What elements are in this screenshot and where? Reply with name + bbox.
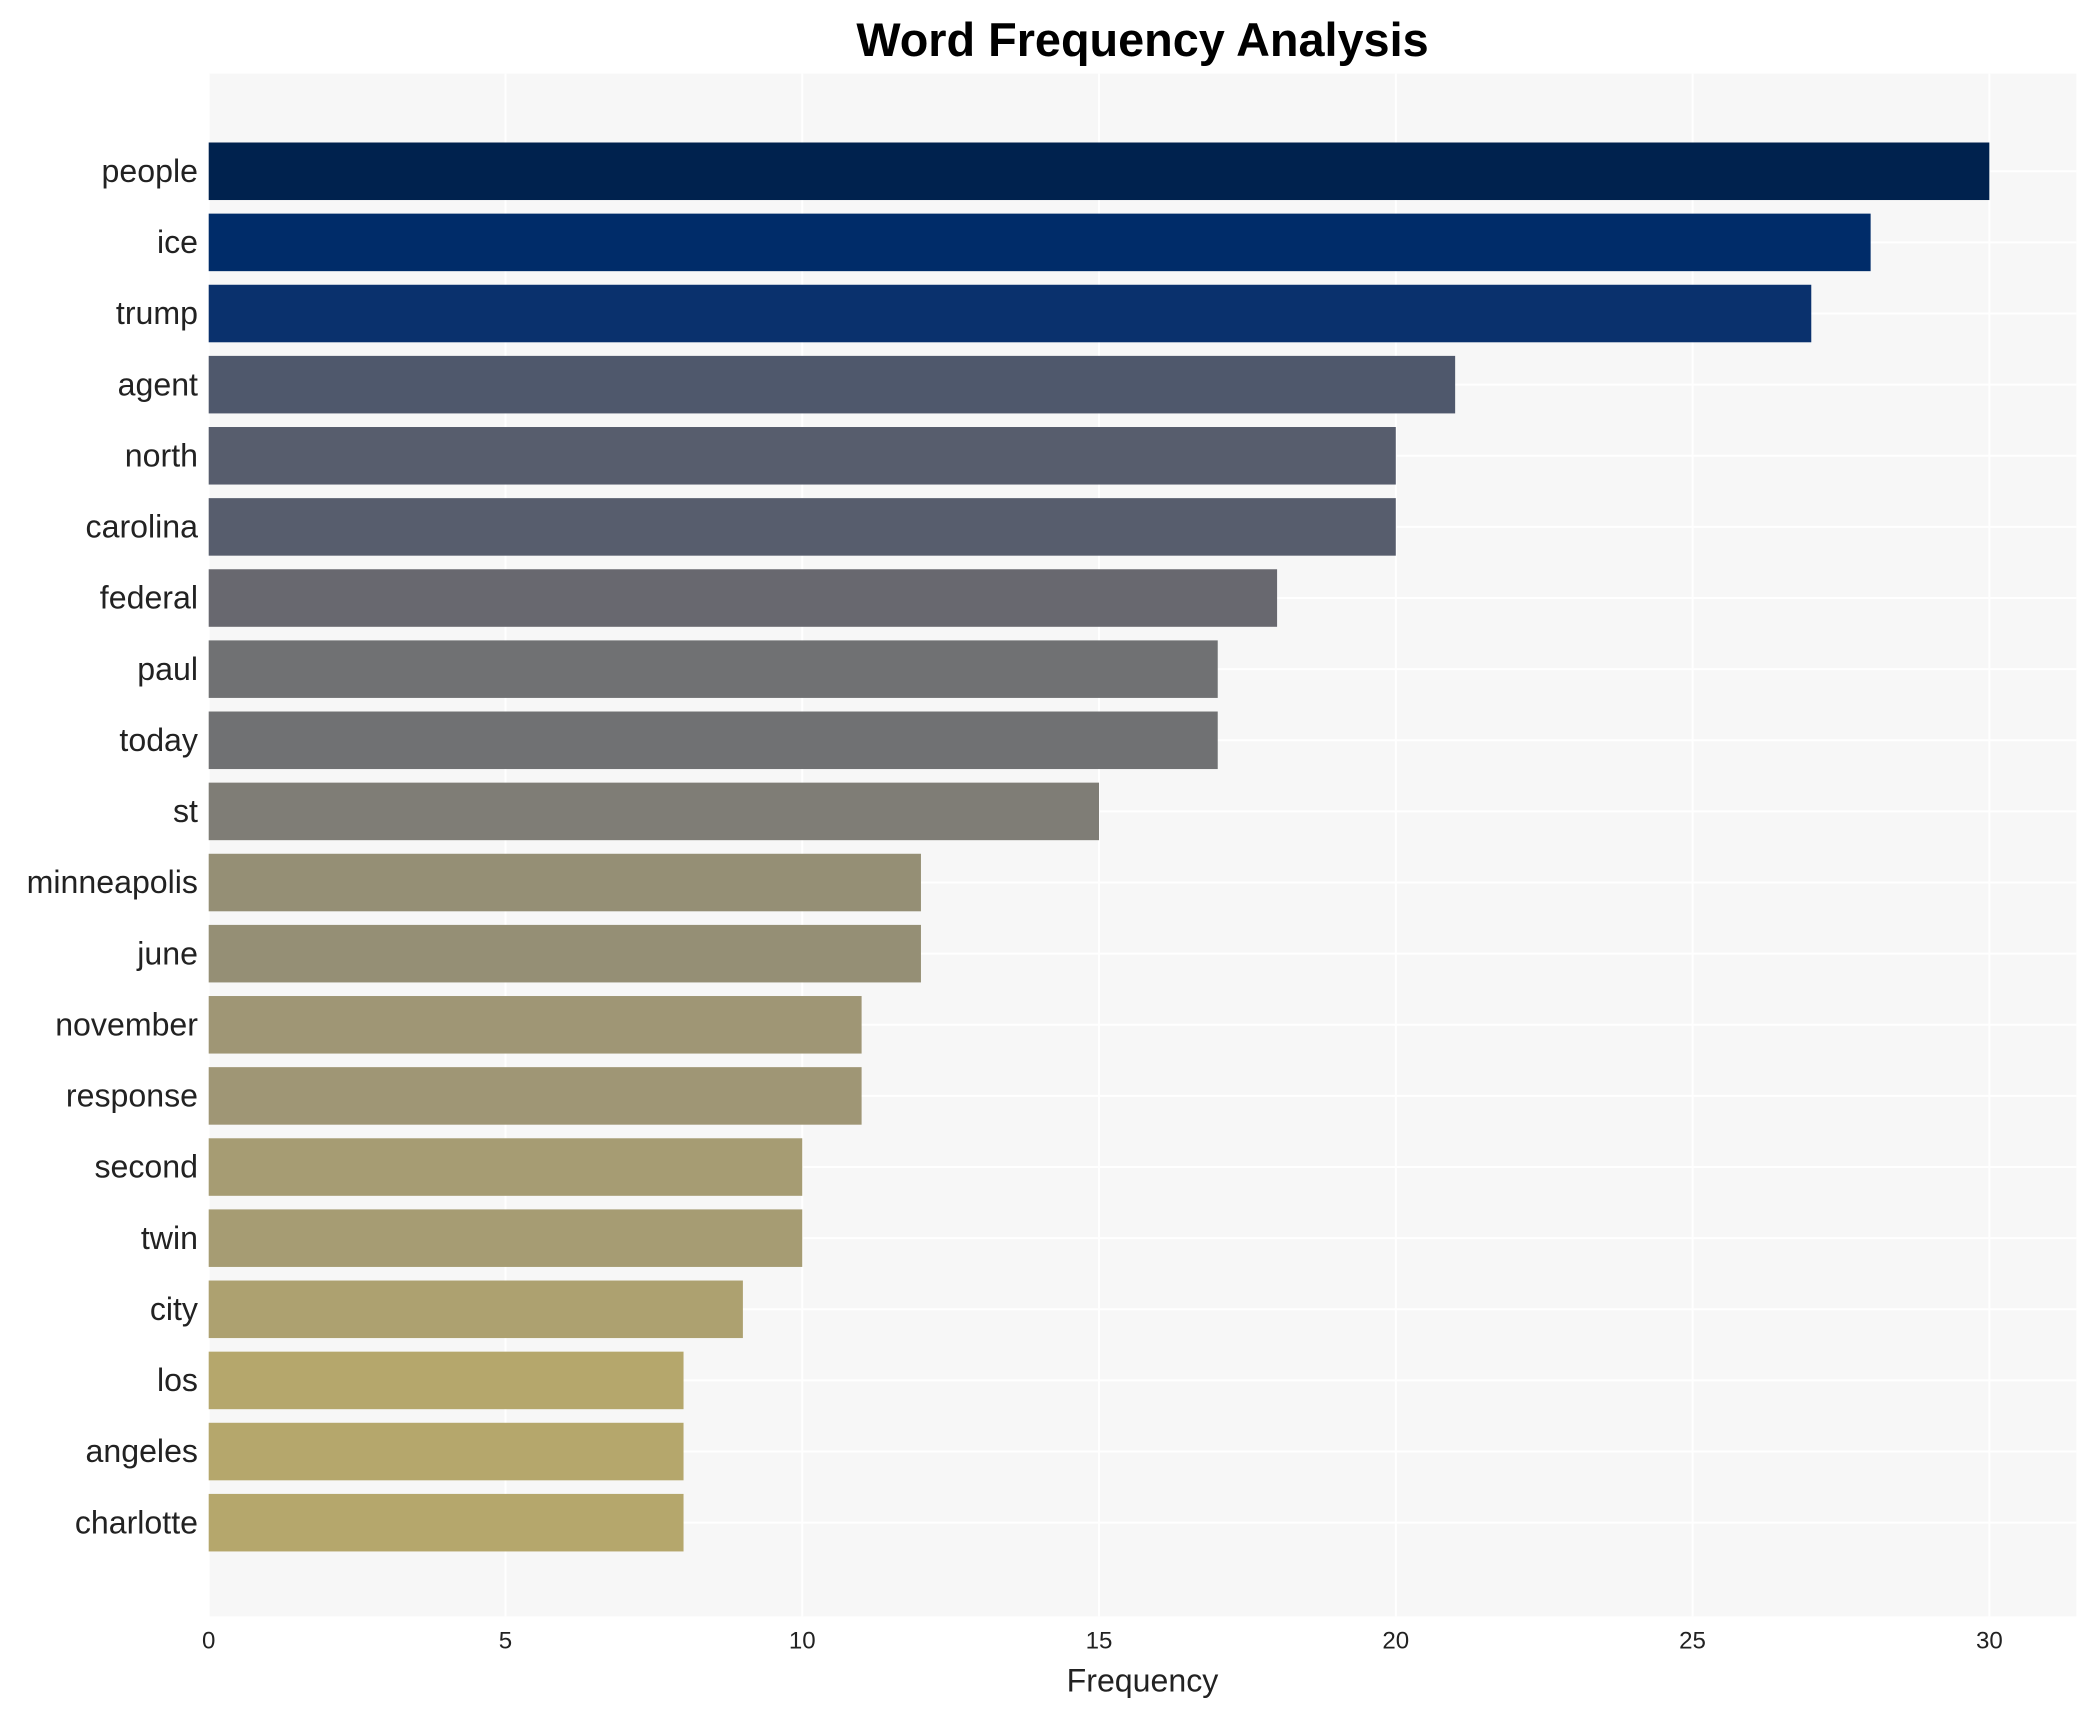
- x-tick-label: 0: [202, 1627, 215, 1654]
- y-tick-label: angeles: [86, 1433, 198, 1469]
- bar-november: [208, 996, 862, 1054]
- x-tick-label: 20: [1382, 1627, 1409, 1654]
- bar-paul: [208, 640, 1218, 698]
- bar-response: [208, 1067, 862, 1125]
- bar-people: [208, 142, 1990, 201]
- y-tick-label: people: [102, 153, 198, 189]
- y-tick-label: charlotte: [75, 1504, 198, 1540]
- bar-los: [208, 1351, 684, 1410]
- bar-trump: [208, 284, 1812, 343]
- y-tick-label: paul: [137, 651, 198, 687]
- y-tick-label: los: [157, 1362, 198, 1398]
- bar-carolina: [208, 498, 1396, 556]
- y-tick-label: november: [55, 1006, 198, 1042]
- x-tick-label: 25: [1679, 1627, 1706, 1654]
- bar-twin: [208, 1209, 803, 1267]
- bar-agent: [208, 355, 1456, 414]
- y-tick-label: federal: [100, 580, 198, 616]
- x-tick-label: 10: [789, 1627, 816, 1654]
- x-tick-label: 15: [1086, 1627, 1113, 1654]
- bar-today: [208, 711, 1218, 770]
- y-tick-label: north: [125, 437, 198, 473]
- bar-second: [208, 1138, 803, 1196]
- chart-title: Word Frequency Analysis: [856, 14, 1428, 66]
- bar-city: [208, 1280, 743, 1339]
- y-tick-label: agent: [118, 366, 198, 402]
- y-tick-label: june: [136, 935, 198, 971]
- x-tick-label: 30: [1976, 1627, 2003, 1654]
- bar-north: [208, 427, 1396, 485]
- bar-minneapolis: [208, 853, 921, 912]
- y-tick-label: twin: [141, 1220, 198, 1256]
- bar-federal: [208, 569, 1278, 627]
- y-tick-label: today: [119, 722, 198, 758]
- y-tick-label: st: [173, 793, 198, 829]
- y-tick-label: trump: [116, 295, 198, 331]
- x-tick-label: 5: [499, 1627, 512, 1654]
- y-tick-label: minneapolis: [27, 864, 198, 900]
- bar-june: [208, 924, 921, 983]
- y-tick-label: response: [66, 1078, 198, 1114]
- y-tick-label: city: [150, 1291, 198, 1327]
- bar-st: [208, 782, 1100, 841]
- bar-charlotte: [208, 1493, 684, 1552]
- y-tick-label: ice: [157, 224, 198, 260]
- x-axis-label: Frequency: [1067, 1662, 1219, 1698]
- y-tick-label: second: [94, 1149, 198, 1185]
- bar-angeles: [208, 1422, 684, 1481]
- bar-ice: [208, 213, 1871, 272]
- y-tick-label: carolina: [86, 509, 199, 545]
